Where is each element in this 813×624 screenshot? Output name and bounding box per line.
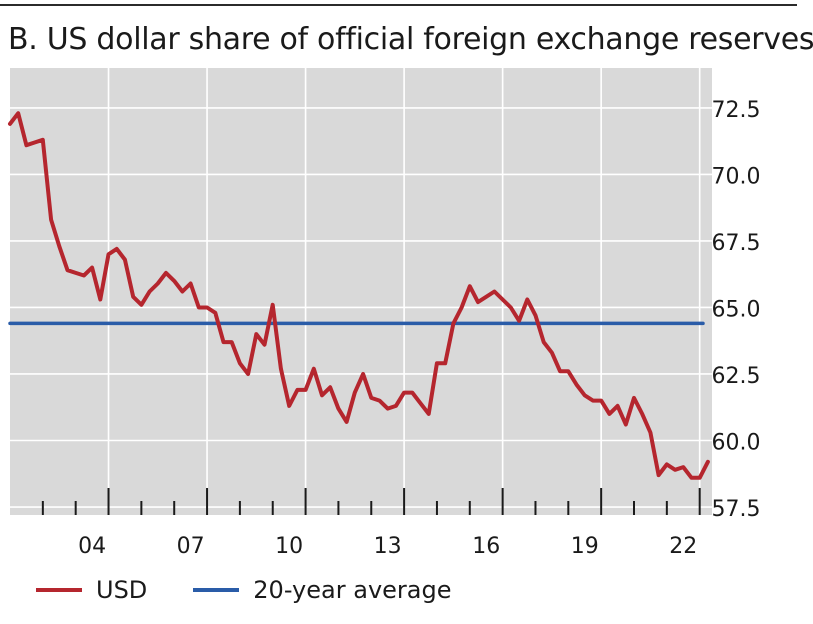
- legend: USD 20-year average: [36, 572, 497, 608]
- top-rule: [0, 4, 797, 6]
- series-lines: [8, 111, 710, 480]
- y-tick-label: 62.5: [712, 364, 761, 389]
- y-tick-label: 60.0: [712, 431, 761, 456]
- x-tick-label: 16: [472, 534, 500, 559]
- x-tick-label: 10: [275, 534, 303, 559]
- grid: [10, 68, 712, 515]
- x-tick-label: 07: [177, 534, 205, 559]
- legend-label-usd: USD: [96, 576, 148, 604]
- x-tick-label: 19: [571, 534, 599, 559]
- x-tick-label: 22: [669, 534, 697, 559]
- legend-swatch-average: [193, 588, 240, 592]
- plot-background: [10, 68, 712, 515]
- y-axis-labels: 72.5 70.0 67.5 65.0 62.5 60.0 57.5: [712, 98, 761, 522]
- chart-svg: 04 07 10 13 16 19 22 72.5 70.0 67.5 65.0 62.5 60.0 5…: [8, 68, 761, 559]
- x-tick-label: 04: [78, 534, 106, 559]
- x-tick-label: 13: [374, 534, 402, 559]
- y-tick-label: 70.0: [712, 164, 761, 189]
- legend-swatch-usd: [36, 588, 82, 592]
- y-tick-label: 72.5: [712, 98, 761, 123]
- x-axis-ticks: [41, 488, 701, 515]
- legend-item-usd: USD: [36, 576, 147, 604]
- chart-title: B. US dollar share of official foreign e…: [8, 22, 813, 57]
- legend-label-average: 20-year average: [253, 576, 452, 604]
- series-line-usd: [8, 111, 710, 480]
- y-tick-label: 65.0: [712, 297, 761, 322]
- x-axis-labels: 04 07 10 13 16 19 22: [78, 534, 697, 559]
- y-tick-label: 67.5: [712, 231, 761, 256]
- y-tick-label: 57.5: [712, 497, 761, 522]
- legend-item-average: 20-year average: [193, 576, 451, 604]
